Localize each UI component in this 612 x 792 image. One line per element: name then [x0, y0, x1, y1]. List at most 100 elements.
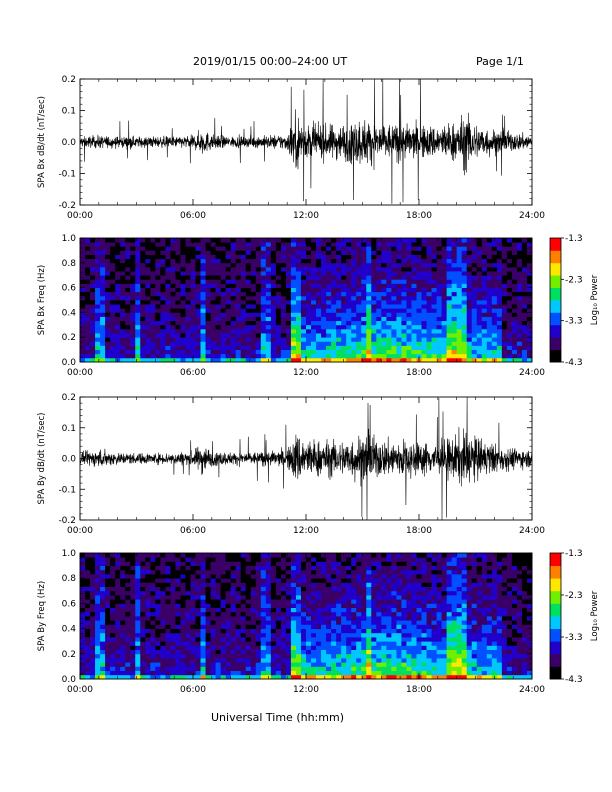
- spectrogram-cell: [295, 300, 302, 305]
- spectrogram-cell: [245, 574, 252, 579]
- spectrogram-cell: [351, 312, 357, 317]
- spectrogram-cell: [486, 345, 493, 350]
- spectrogram-cell: [105, 624, 111, 629]
- spectrogram-cell: [260, 645, 267, 650]
- spectrogram-cell: [491, 308, 498, 313]
- spectrogram-cell: [396, 242, 402, 247]
- spectrogram-cell: [431, 246, 437, 251]
- spectrogram-cell: [295, 649, 302, 655]
- spectrogram-cell: [511, 345, 518, 350]
- spectrogram-cell: [331, 607, 337, 613]
- spectrogram-cell: [95, 616, 101, 621]
- spectrogram-cell: [190, 603, 196, 608]
- spectrogram-cell: [205, 569, 211, 575]
- spectrogram-cell: [295, 569, 302, 575]
- spectrogram-cell: [295, 357, 302, 363]
- spectrogram-cell: [210, 312, 216, 317]
- spectrogram-cell: [486, 333, 493, 338]
- spectrogram-cell: [431, 320, 437, 326]
- spectrogram-cell: [240, 569, 247, 575]
- spectrogram-cell: [351, 283, 357, 288]
- spectrogram-cell: [526, 279, 533, 284]
- spectrogram-cell: [466, 324, 473, 330]
- spectrogram-cell: [426, 291, 432, 297]
- spectrogram-cell: [270, 649, 277, 655]
- spectrogram-cell: [125, 262, 131, 268]
- spectrogram-cell: [205, 357, 211, 363]
- spectrogram-cell: [356, 357, 362, 363]
- spectrogram-cell: [431, 291, 437, 297]
- spectrogram-cell: [110, 557, 116, 562]
- spectrogram-cell: [416, 291, 422, 297]
- spectrogram-cell: [396, 246, 402, 251]
- spectrogram-cell: [250, 670, 257, 676]
- spectrogram-cell: [521, 353, 528, 359]
- spectrogram-cell: [471, 341, 478, 346]
- spectrogram-cell: [306, 616, 312, 621]
- spectrogram-cell: [255, 595, 262, 600]
- spectrogram-cell: [130, 574, 136, 579]
- spectrogram-cell: [316, 287, 322, 293]
- spectrogram-cell: [436, 300, 442, 305]
- spectrogram-cell: [386, 291, 392, 297]
- spectrogram-cell: [321, 637, 327, 642]
- spectrogram-cell: [295, 674, 302, 680]
- spectrogram-cell: [140, 238, 146, 243]
- spectrogram-cell: [245, 674, 252, 680]
- spectrogram-cell: [90, 328, 96, 334]
- spectrogram-cell: [175, 649, 181, 655]
- spectrogram-cell: [441, 341, 448, 346]
- spectrogram-cell: [165, 254, 171, 260]
- spectrogram-cell: [230, 620, 237, 625]
- spectrogram-cell: [90, 666, 96, 671]
- spectrogram-cell: [311, 637, 317, 642]
- spectrogram-cell: [215, 590, 222, 596]
- spectrogram-cell: [185, 266, 191, 272]
- spectrogram-cell: [391, 250, 397, 255]
- spectrogram-cell: [401, 349, 407, 355]
- spectrogram-cell: [491, 337, 498, 342]
- spectrogram-cell: [190, 624, 196, 629]
- spectrogram-cell: [205, 287, 211, 293]
- spectrogram-cell: [260, 666, 267, 671]
- spectrogram-cell: [235, 616, 242, 621]
- spectrogram-cell: [255, 586, 262, 592]
- spectrogram-cell: [426, 254, 432, 260]
- spectrogram-cell: [351, 238, 357, 243]
- spectrogram-cell: [165, 620, 171, 625]
- spectrogram-cell: [361, 666, 367, 671]
- spectrogram-cell: [90, 324, 96, 330]
- spectrogram-cell: [195, 557, 201, 562]
- spectrogram-cell: [316, 316, 322, 322]
- spectrogram-cell: [351, 603, 357, 608]
- spectrogram-cell: [295, 312, 302, 317]
- spectrogram-cell: [215, 632, 222, 638]
- spectrogram-cell: [416, 258, 422, 264]
- spectrogram-cell: [260, 582, 267, 587]
- spectrogram-cell: [371, 262, 377, 268]
- spectrogram-cell: [316, 599, 322, 604]
- spectrogram-cell: [80, 316, 86, 322]
- y-tick-label: 0.0: [62, 358, 77, 368]
- spectrogram-cell: [275, 637, 282, 642]
- spectrogram-cell: [306, 561, 312, 566]
- spectrogram-cell: [285, 590, 292, 596]
- spectrogram-cell: [275, 258, 282, 264]
- spectrogram-cell: [466, 328, 473, 334]
- spectrogram-cell: [160, 287, 166, 293]
- spectrogram-cell: [386, 316, 392, 322]
- spectrogram-cell: [275, 662, 282, 667]
- spectrogram-cell: [200, 279, 206, 284]
- spectrogram-cell: [255, 578, 262, 583]
- spectrogram-cell: [260, 258, 267, 264]
- spectrogram-cell: [190, 333, 196, 338]
- spectrogram-cell: [446, 283, 453, 288]
- spectrogram-cell: [80, 620, 86, 625]
- spectrogram-cell: [270, 341, 277, 346]
- spectrogram-cell: [140, 308, 146, 313]
- spectrogram-cell: [326, 337, 332, 342]
- colorbar-step: [550, 287, 561, 291]
- spectrogram-cell: [306, 578, 312, 583]
- spectrogram-cell: [265, 283, 272, 288]
- spectrogram-cell: [105, 238, 111, 243]
